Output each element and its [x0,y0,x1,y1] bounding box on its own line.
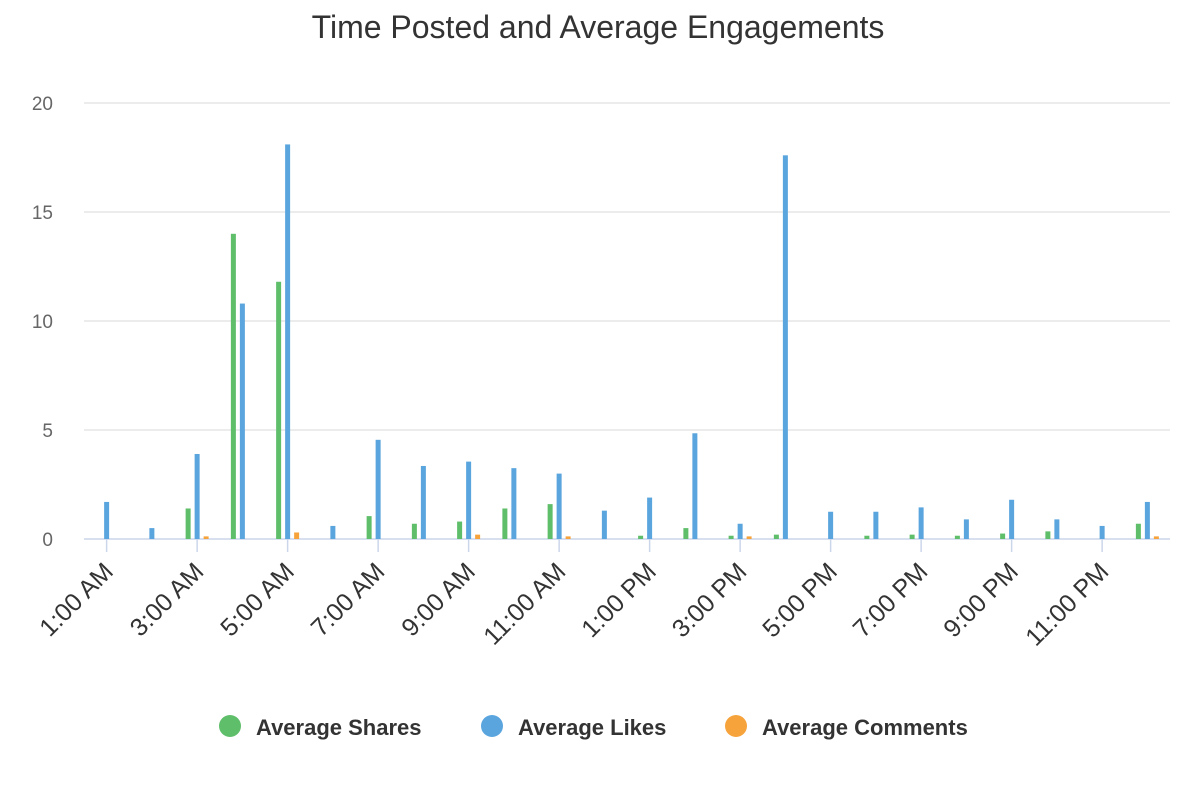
y-tick-label: 10 [32,312,53,333]
x-axis: 1:00 AM 3:00 AM 5:00 AM 7:00 AM 9:00 AM11:00… [34,539,1114,652]
bar-average-comments [203,536,209,539]
bar-average-comments [746,536,752,539]
bar-average-likes [420,465,426,539]
gridlines [84,102,1170,540]
bar-average-shares [185,508,191,539]
bar-average-shares [502,508,508,539]
bar-average-likes [285,144,291,540]
y-tick-label: 20 [32,94,53,115]
x-tick-label: 11:00 AM [478,557,571,650]
legend-label: Average Shares [256,715,422,740]
y-axis: 0 5 10 15 20 [32,94,53,551]
bar-average-likes [601,510,607,539]
legend-item: Average Shares [219,715,422,740]
bar-average-likes [1009,499,1015,539]
x-tick-label: 11:00 PM [1020,557,1114,651]
bar-average-shares [1135,523,1141,539]
bar-average-likes [239,303,245,539]
bar-average-comments [1153,536,1159,539]
bar-average-shares [864,535,870,539]
bar-average-shares [230,233,236,540]
bar-average-likes [556,473,562,539]
legend-marker [219,715,241,737]
bar-average-likes [1054,519,1060,539]
x-tick-label: 9:00 AM [396,557,481,642]
bar-average-likes [375,439,381,539]
bar-average-likes [692,433,698,539]
legend-item: Average Likes [481,715,666,740]
bar-average-shares [366,516,372,539]
bar-average-shares [1045,531,1051,539]
bar-average-comments [565,536,571,539]
x-tick-label: 5:00 PM [757,557,843,643]
legend-marker [725,715,747,737]
legend-marker [481,715,503,737]
legend-label: Average Comments [762,715,968,740]
x-tick-label: 5:00 AM [215,557,300,642]
bar-average-likes [828,511,834,539]
bar-average-likes [511,468,517,539]
x-tick-label: 3:00 AM [125,557,210,642]
bar-average-shares [683,528,689,539]
bar-average-likes [737,523,743,539]
bar-average-likes [918,507,924,539]
bar-average-shares [547,504,553,539]
legend-item: Average Comments [725,715,968,740]
x-tick-label: 7:00 PM [848,557,934,643]
bar-average-shares [276,281,282,539]
y-tick-label: 0 [42,530,53,551]
bar-average-likes [647,497,653,539]
bar-average-likes [194,453,200,539]
bar-average-likes [330,525,336,539]
bars-group [104,144,1159,540]
x-tick-label: 7:00 AM [306,557,391,642]
legend-label: Average Likes [518,715,666,740]
x-tick-label: 3:00 PM [667,557,753,643]
bar-average-likes [466,461,472,539]
bar-average-shares [773,534,779,539]
bar-average-likes [782,155,788,539]
x-tick-label: 9:00 PM [938,557,1024,643]
x-tick-label: 1:00 PM [576,557,662,643]
bar-average-shares [1000,533,1006,539]
bar-average-comments [475,534,481,539]
bar-average-shares [457,521,463,539]
bar-average-shares [638,535,644,539]
bar-average-likes [1099,525,1105,539]
bar-average-likes [963,519,969,539]
legend: Average Shares Average Likes Average Comme… [219,715,968,740]
bar-average-likes [1144,501,1150,539]
chart-title: Time Posted and Average Engagements [312,9,885,45]
bar-average-likes [873,511,879,539]
bar-average-shares [728,535,734,539]
bar-average-shares [909,534,915,539]
y-tick-label: 5 [42,421,53,442]
y-tick-label: 15 [32,203,53,224]
bar-average-likes [104,501,110,539]
bar-average-shares [411,523,417,539]
bar-average-likes [149,528,155,539]
bar-average-comments [294,532,300,539]
bar-average-shares [954,535,960,539]
x-tick-label: 1:00 AM [34,557,119,642]
